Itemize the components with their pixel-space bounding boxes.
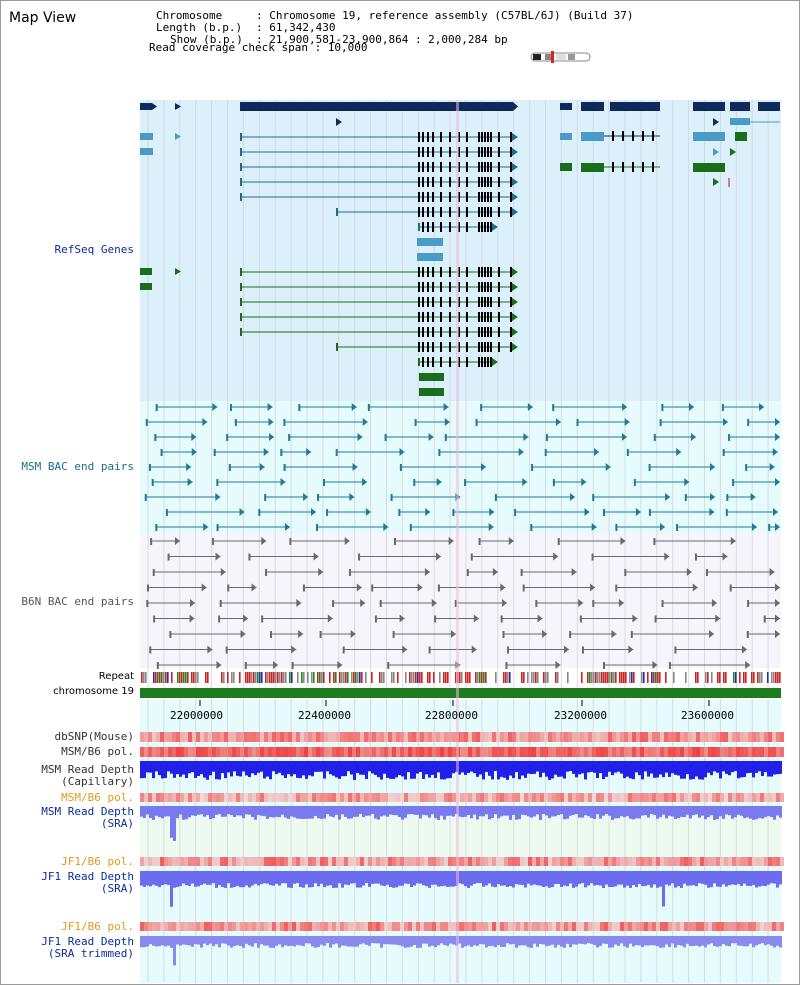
track-label-refseq[interactable]: RefSeq Genes xyxy=(54,243,134,256)
axis-ticks xyxy=(199,700,710,706)
track-label-jf1-b6-pol[interactable]: JF1/B6 pol. xyxy=(61,855,134,868)
show-value: : 21,900,581-23,900,864 : 2,000,284 bp xyxy=(256,33,508,46)
track-label-b6n-bac[interactable]: B6N BAC end pairs xyxy=(21,595,134,608)
chromosome-ideogram[interactable] xyxy=(530,51,591,63)
axis-tick-2: 22400000 xyxy=(298,709,351,722)
track-label-jf1-read-trim-sub: (SRA trimmed) xyxy=(47,947,134,960)
axis-tick-1: 22000000 xyxy=(170,709,223,722)
b6n-bac-track-bg xyxy=(140,533,781,668)
chromosome-bar xyxy=(140,688,781,698)
gene-transcripts[interactable] xyxy=(240,131,654,367)
track-label-msm-read-sra-sub: (SRA) xyxy=(100,817,134,830)
b6n-bac-pairs[interactable] xyxy=(146,537,780,669)
track-label-msm-read-sra[interactable]: MSM Read Depth xyxy=(41,805,134,818)
axis-tick-4: 23200000 xyxy=(554,709,607,722)
read-depth-histograms xyxy=(140,761,782,966)
show-key: Show (b.p.) xyxy=(170,33,243,46)
page-title: Map View xyxy=(9,10,77,26)
cursor-highlight xyxy=(456,100,459,983)
track-label-msm-b6-pol[interactable]: MSM/B6 pol. xyxy=(61,745,134,758)
length-value: : 61,342,430 xyxy=(256,21,336,34)
track-label-jf1-read-sra-sub: (SRA) xyxy=(100,882,134,895)
msm-sra-track-bg xyxy=(140,820,781,856)
track-label-jf1-b6-pol-2[interactable]: JF1/B6 pol. xyxy=(61,920,134,933)
track-label-msm-b6-pol-2[interactable]: MSM/B6 pol. xyxy=(61,791,134,804)
track-label-msm-bac[interactable]: MSM BAC end pairs xyxy=(21,460,134,473)
chromosome-value: : Chromosome 19, reference assembly (C57… xyxy=(256,9,634,22)
track-label-msm-read-cap-sub: (Capillary) xyxy=(61,775,134,788)
repeat-track xyxy=(141,672,781,683)
axis-tick-5: 23600000 xyxy=(681,709,734,722)
track-label-jf1-read-trim[interactable]: JF1 Read Depth xyxy=(41,935,134,948)
refseq-track-bg xyxy=(140,100,781,401)
length-key: Length (b.p.) xyxy=(156,21,243,34)
variation-strips xyxy=(140,732,784,931)
track-label-dbsnp[interactable]: dbSNP(Mouse) xyxy=(54,730,134,743)
track-label-msm-read-cap[interactable]: MSM Read Depth xyxy=(41,763,134,776)
msm-bac-pairs[interactable] xyxy=(144,403,780,531)
track-label-chromosome[interactable]: chromosome 19 xyxy=(53,686,134,697)
axis-tick-3: 22800000 xyxy=(425,709,478,722)
chromosome-key: Chromosome xyxy=(156,9,223,22)
coverage-info: Read coverage check span : 10,000 xyxy=(149,41,368,54)
track-label-jf1-read-sra[interactable]: JF1 Read Depth xyxy=(41,870,134,883)
track-label-repeat[interactable]: Repeat xyxy=(98,671,134,682)
